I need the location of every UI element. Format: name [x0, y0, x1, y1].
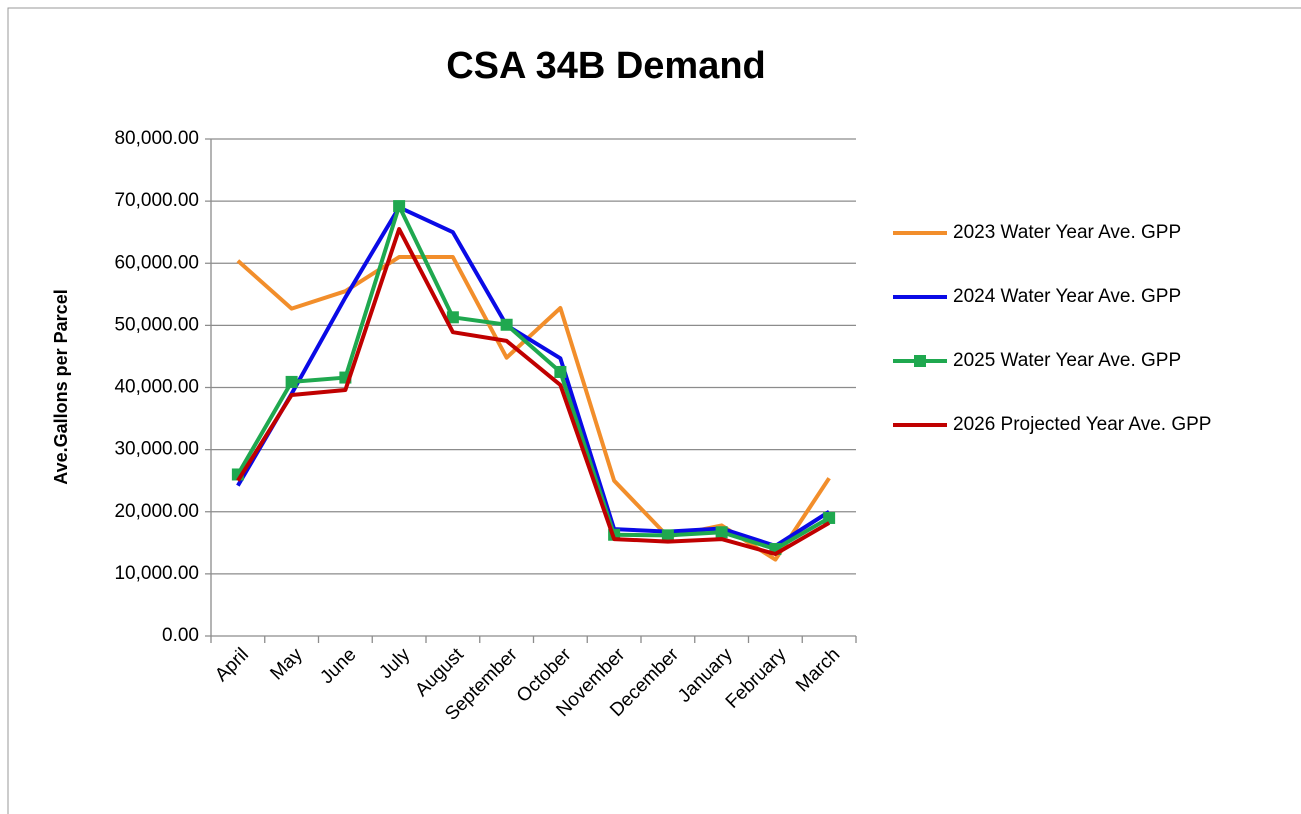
chart-frame [7, 7, 1301, 814]
series-marker [715, 526, 728, 539]
y-tick-label: 60,000.00 [114, 252, 199, 273]
legend-label: 2023 Water Year Ave. GPP [953, 222, 1181, 243]
y-tick-label: 20,000.00 [114, 501, 199, 522]
y-tick-label: 10,000.00 [114, 563, 199, 584]
chart-title: CSA 34B Demand [446, 45, 766, 87]
series-line [236, 255, 831, 562]
x-tick-label: February [722, 644, 791, 713]
legend-marker [914, 355, 926, 367]
series-marker [823, 511, 836, 524]
y-tick-label: 30,000.00 [114, 439, 199, 460]
series-line [236, 205, 831, 548]
y-tick-label: 70,000.00 [114, 190, 199, 211]
x-tick-label: March [792, 644, 844, 696]
x-tick-label: April [211, 644, 253, 686]
series-line [236, 204, 831, 552]
series-marker [554, 365, 567, 378]
x-tick-label: June [316, 644, 360, 688]
legend-label: 2024 Water Year Ave. GPP [953, 286, 1181, 307]
y-tick-label: 0.00 [162, 625, 199, 646]
series-line [236, 227, 831, 556]
series-marker [446, 311, 459, 324]
x-tick-label: May [266, 644, 307, 685]
y-tick-label: 80,000.00 [114, 128, 199, 149]
y-tick-label: 40,000.00 [114, 377, 199, 398]
y-tick-label: 50,000.00 [114, 314, 199, 335]
legend-label: 2026 Projected Year Ave. GPP [953, 414, 1211, 435]
x-tick-label: July [375, 644, 414, 683]
series-marker [500, 318, 513, 331]
y-axis-title: Ave.Gallons per Parcel [51, 289, 71, 484]
legend-label: 2025 Water Year Ave. GPP [953, 350, 1181, 371]
series-marker [285, 375, 298, 388]
series-marker [393, 200, 406, 213]
series-marker [661, 529, 674, 542]
